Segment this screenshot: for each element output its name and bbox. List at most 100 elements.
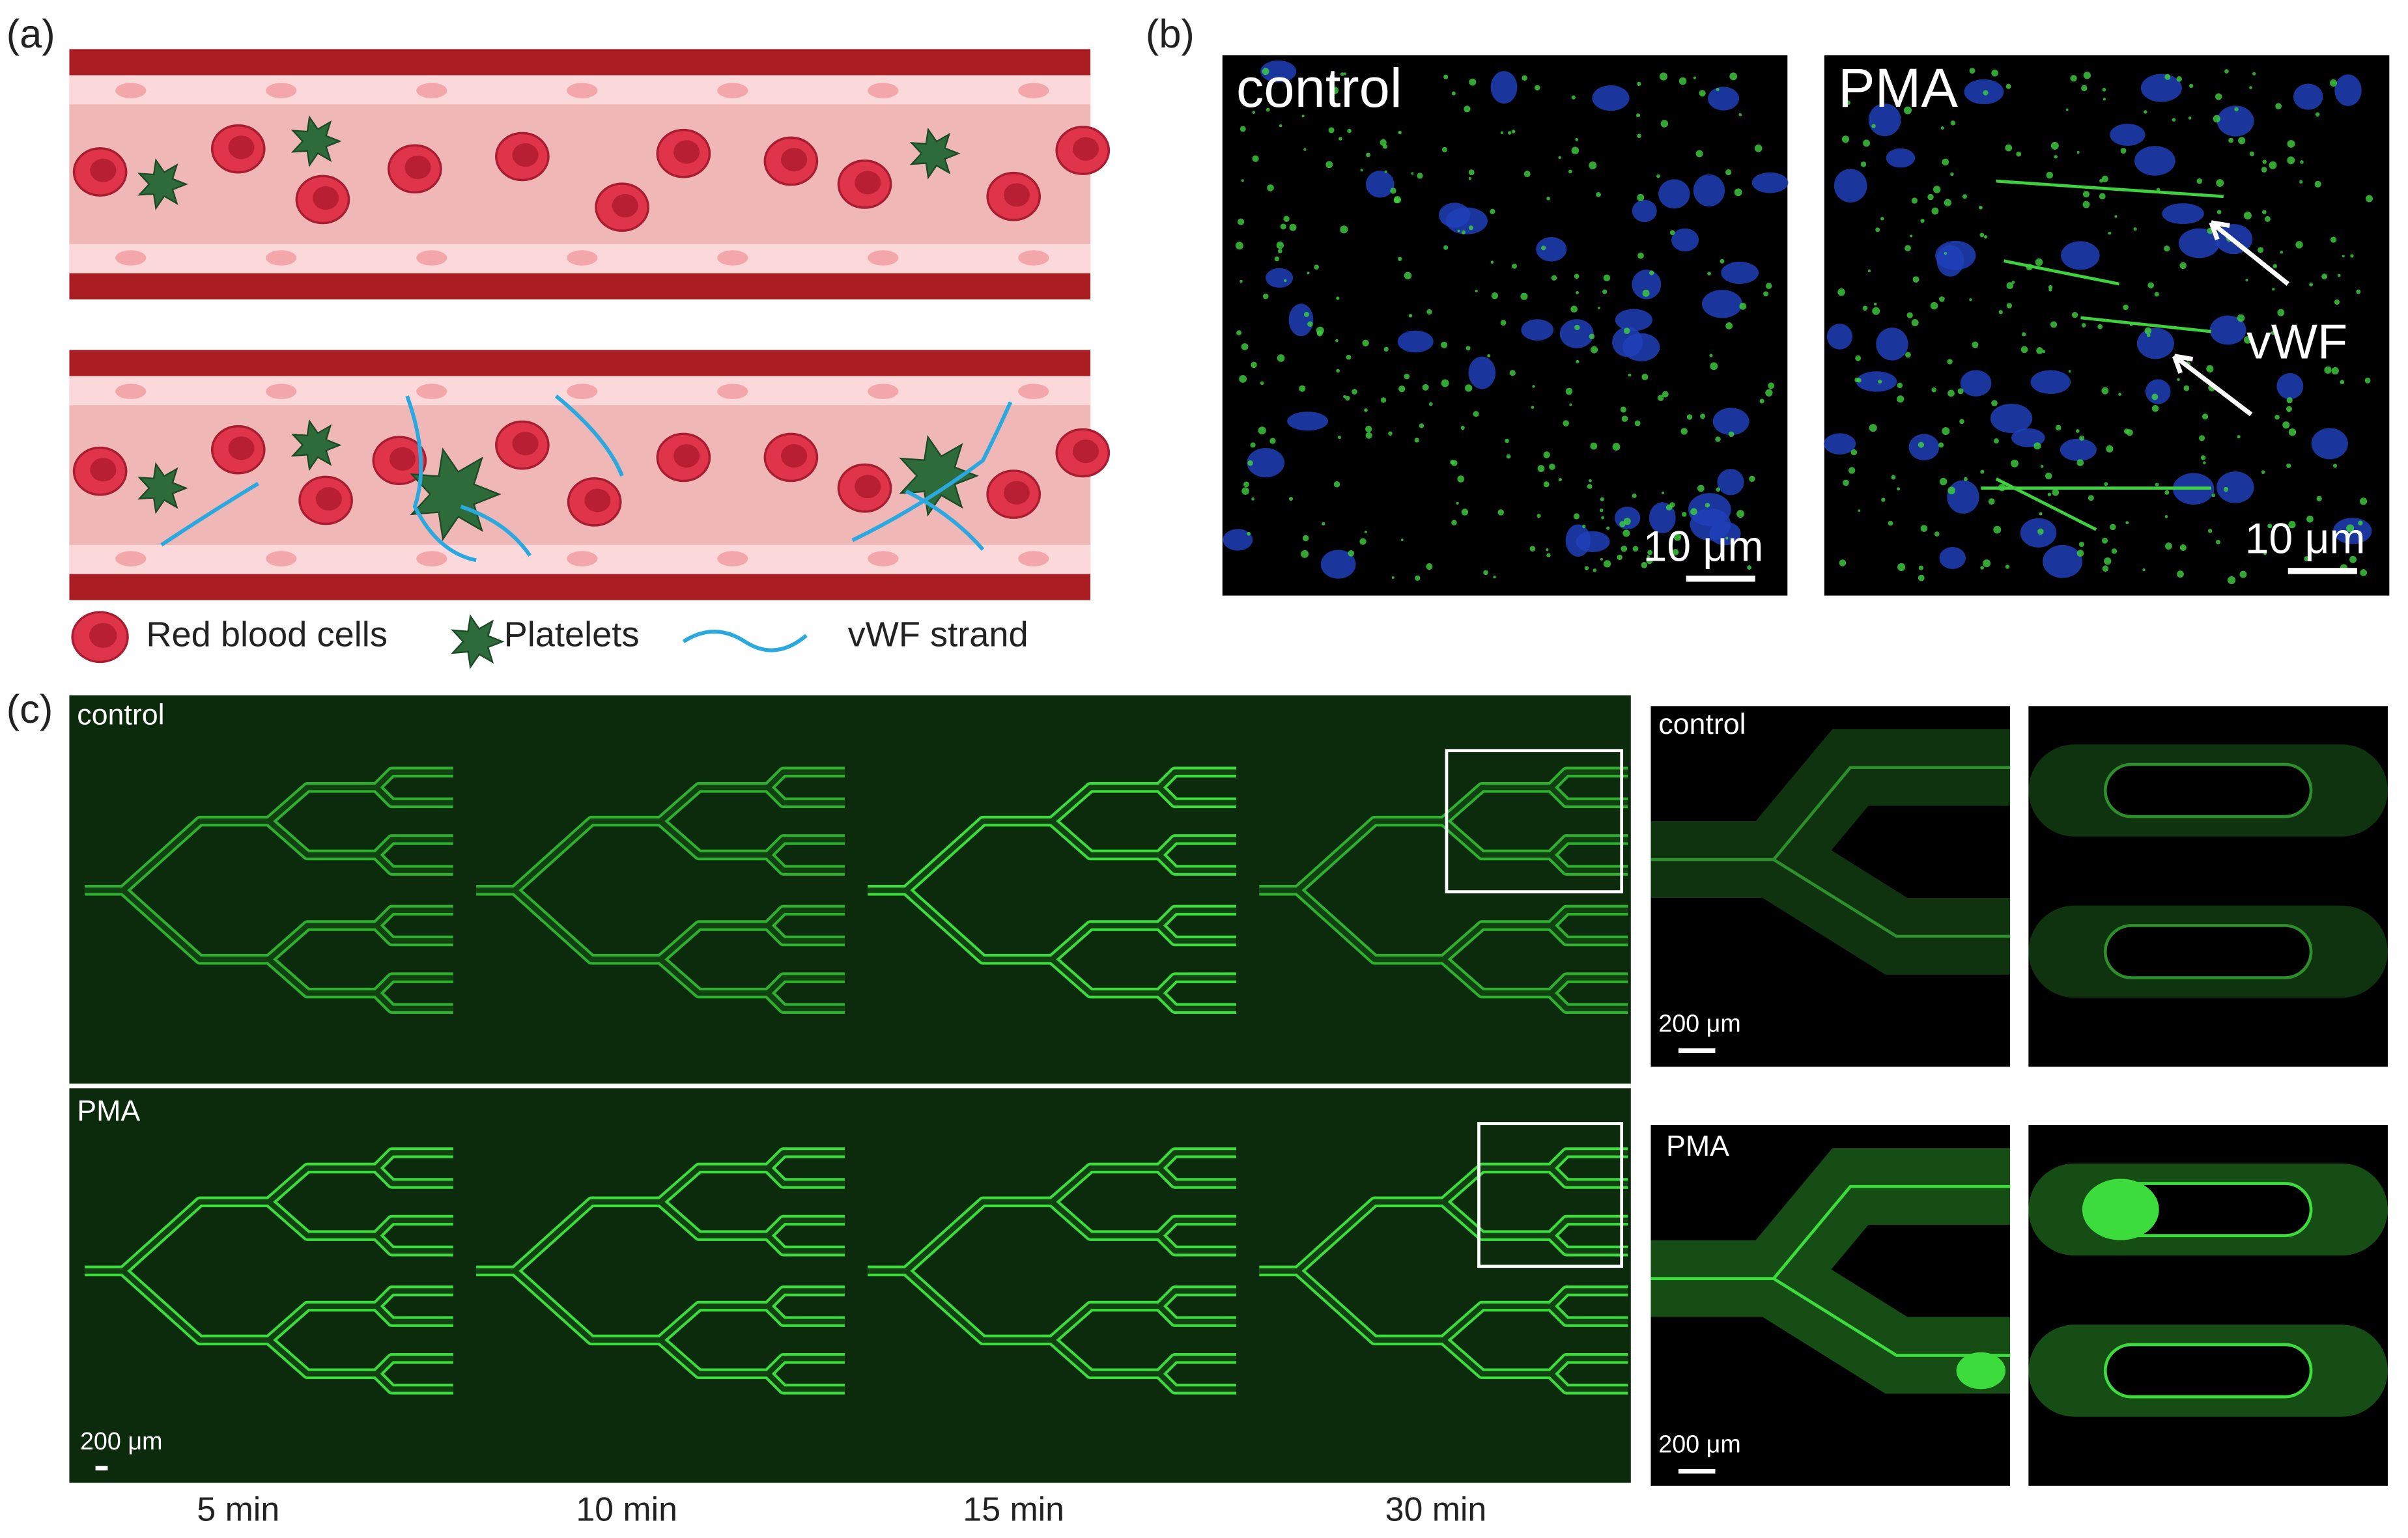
vwf-granule <box>1441 147 1447 152</box>
vwf-granule <box>2228 137 2234 143</box>
vwf-granule <box>1279 124 1282 128</box>
loop-hole <box>2103 1343 2313 1399</box>
vwf-granule <box>1301 115 1305 118</box>
vwf-granule <box>2286 397 2293 404</box>
vwf-granule <box>2277 309 2285 316</box>
vwf-granule <box>1993 525 2002 534</box>
aggregate <box>1956 1352 2006 1390</box>
vwf-granule <box>2142 568 2146 572</box>
vwf-granule <box>1473 411 1479 417</box>
vwf-granule <box>1959 419 1964 425</box>
vwf-granule <box>2359 497 2368 505</box>
vwf-granule <box>1620 406 1627 413</box>
nucleus <box>1693 174 1725 207</box>
vwf-granule <box>1739 302 1747 310</box>
vwf-granule <box>1347 128 1352 133</box>
vwf-granule <box>1239 375 1247 383</box>
nucleus <box>2043 544 2083 578</box>
vwf-granule <box>1575 138 1579 141</box>
vwf-granule <box>1337 436 1341 440</box>
vwf-granule <box>2083 72 2091 79</box>
vwf-granule <box>1250 442 1256 448</box>
vwf-granule <box>1593 568 1597 572</box>
vwf-granule <box>1850 449 1858 456</box>
vwf-granule <box>1867 269 1871 273</box>
vwf-granule <box>1274 256 1280 262</box>
vwf-granule <box>2340 380 2345 385</box>
vwf-granule <box>2237 314 2245 322</box>
vwf-granule <box>1558 478 1562 482</box>
endothelial-nucleus <box>266 83 297 98</box>
vwf-granule <box>1843 479 1849 486</box>
vwf-granule <box>2081 85 2088 92</box>
vwf-granule <box>1621 415 1628 422</box>
vwf-granule <box>2315 112 2320 117</box>
vwf-granule <box>1414 438 1419 443</box>
vwf-granule <box>1506 454 1511 459</box>
vwf-granule <box>2050 321 2058 328</box>
nucleus <box>2209 315 2246 345</box>
vwf-granule <box>1497 509 1505 516</box>
vwf-granule <box>1565 387 1573 395</box>
vwf-granule <box>1863 139 1870 147</box>
nucleus <box>1397 330 1434 353</box>
vwf-granule <box>2123 304 2129 311</box>
vwf-granule <box>1931 207 1939 215</box>
image-title: control <box>1658 708 1746 740</box>
vwf-granule <box>1252 111 1256 114</box>
nucleus <box>1856 371 1897 392</box>
vwf-granule <box>1725 169 1732 176</box>
vwf-granule <box>1695 150 1703 158</box>
nucleus <box>2178 228 2220 259</box>
vwf-granule <box>1571 147 1579 155</box>
vwf-granule <box>2016 151 2022 157</box>
vwf-granule <box>1759 398 1764 404</box>
vwf-granule <box>1490 260 1494 264</box>
endothelial-nucleus <box>567 83 598 98</box>
vwf-granule <box>1359 538 1367 545</box>
channel-lumen <box>1259 1150 1628 1392</box>
vwf-granule <box>2202 413 2209 420</box>
vwf-granule <box>2188 116 2192 120</box>
nucleus <box>1751 172 1789 193</box>
vwf-granule <box>1983 234 1988 239</box>
vwf-granule <box>1541 245 1546 251</box>
nucleus <box>1490 71 1518 104</box>
vwf-granule <box>2164 490 2170 495</box>
vwf-granule <box>1991 400 1998 407</box>
vwf-granule <box>1939 477 1948 486</box>
vwf-granule <box>1880 217 1884 221</box>
vwf-granule <box>2036 347 2043 354</box>
vwf-granule <box>2329 79 2338 87</box>
vwf-granule <box>2245 279 2248 282</box>
vwf-granule <box>1328 127 1335 133</box>
vwf-granule <box>1522 75 1527 81</box>
nucleus <box>1559 319 1594 348</box>
vwf-strand <box>554 394 624 477</box>
endothelial-nucleus <box>115 384 147 399</box>
rbc-center <box>512 432 539 456</box>
vwf-granule <box>1920 525 1928 532</box>
zoom-box <box>1445 749 1624 893</box>
vwf-granule <box>1942 426 1950 436</box>
vwf-granule <box>1260 381 1264 385</box>
vwf-granule <box>1400 538 1404 542</box>
vwf-granule <box>1322 522 1325 525</box>
vwf-granule <box>1546 553 1551 557</box>
vwf-granule <box>2102 87 2106 92</box>
endothelial-nucleus <box>416 551 447 566</box>
vwf-granule <box>1466 346 1471 351</box>
vwf-granule <box>2118 393 2121 396</box>
vwf-granule <box>2263 552 2267 555</box>
nucleus <box>2217 471 2254 503</box>
vwf-granule <box>1897 382 1903 389</box>
vwf-granule <box>1276 242 1284 249</box>
rbc-center <box>313 186 339 210</box>
aggregate <box>2082 1179 2159 1240</box>
vwf-granule <box>2039 512 2043 516</box>
vwf-granule <box>1365 432 1372 439</box>
vwf-granule <box>1662 492 1665 495</box>
vwf-granule <box>1428 402 1433 406</box>
vwf-granule <box>1262 68 1269 76</box>
vwf-granule <box>2183 385 2190 391</box>
